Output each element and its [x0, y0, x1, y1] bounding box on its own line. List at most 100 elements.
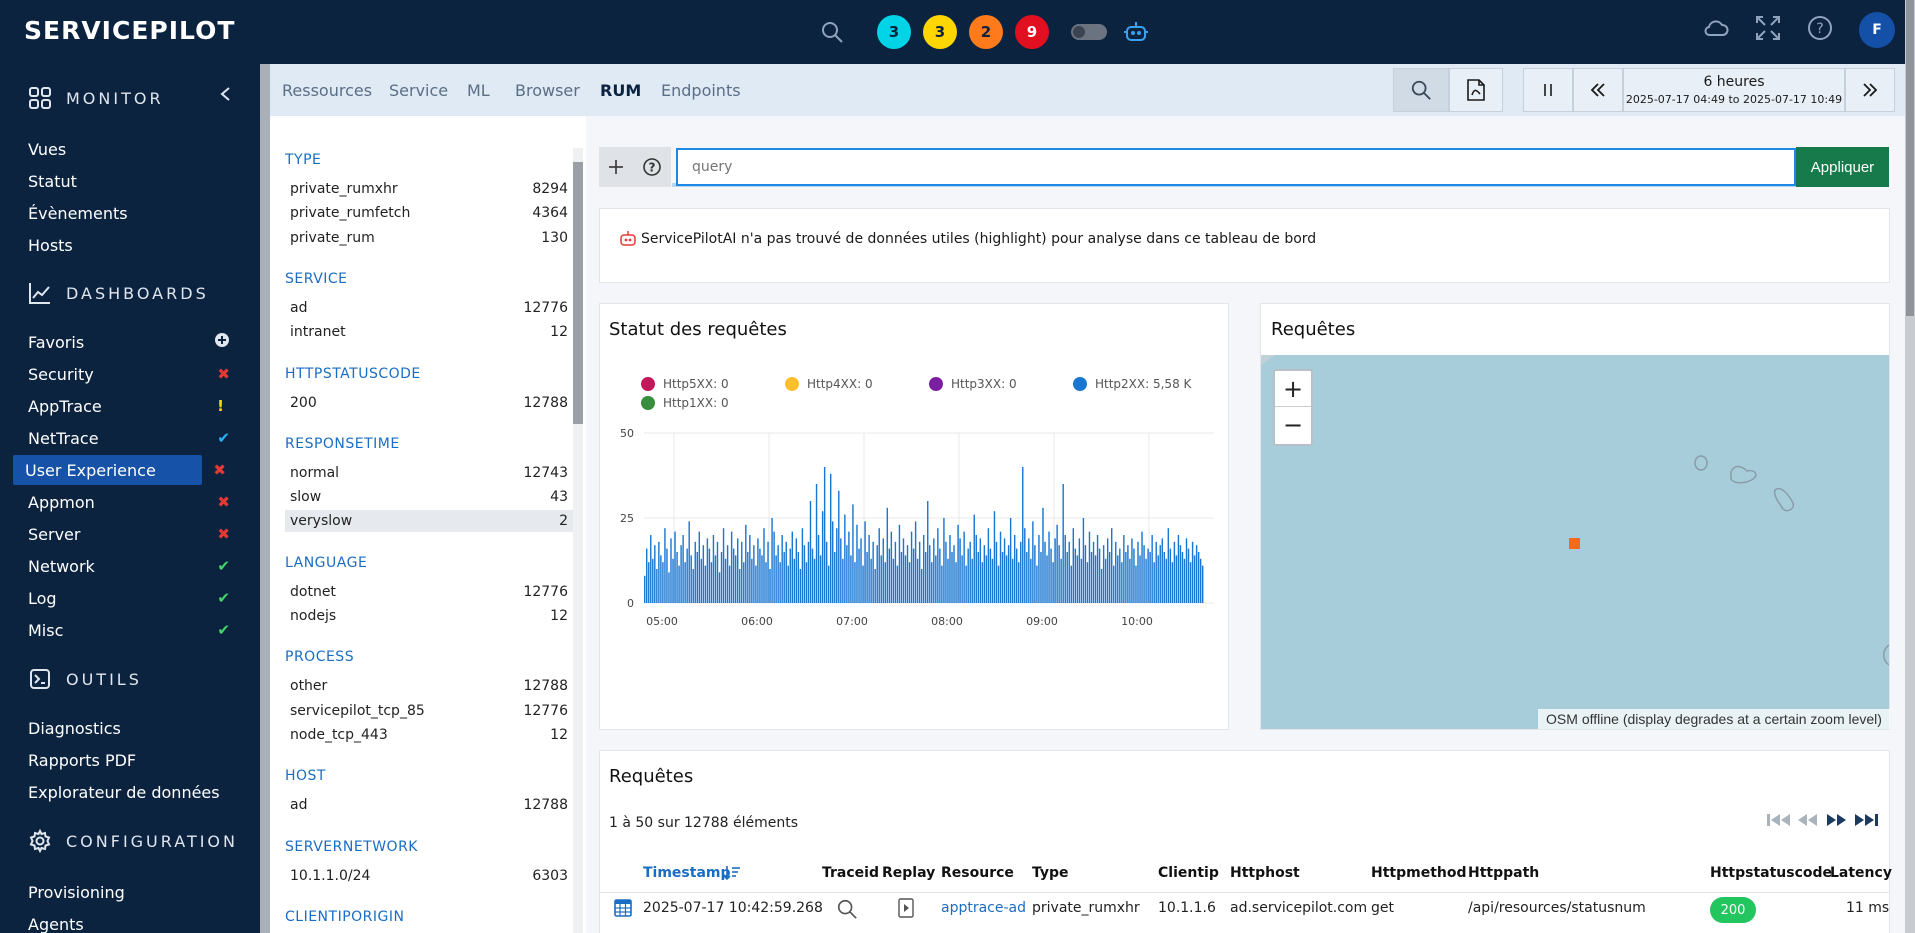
chart-bar[interactable]	[927, 501, 929, 603]
chart-bar[interactable]	[829, 473, 832, 603]
chart-bar[interactable]	[1100, 569, 1103, 603]
chart-bar[interactable]	[981, 562, 984, 603]
chart-bar[interactable]	[1193, 555, 1196, 603]
chart-bar[interactable]	[684, 562, 686, 603]
filter-item[interactable]: intranet 12	[285, 321, 573, 343]
chart-bar[interactable]	[866, 552, 868, 603]
search-icon[interactable]	[836, 898, 858, 920]
chart-bar[interactable]	[680, 545, 682, 603]
chart-bar[interactable]	[1149, 552, 1151, 603]
chart-bar[interactable]	[827, 565, 830, 603]
chart-bar[interactable]	[1153, 562, 1155, 603]
chart-bar[interactable]	[803, 545, 806, 603]
chart-bar[interactable]	[809, 501, 812, 603]
chart-bar[interactable]	[838, 490, 840, 603]
chart-bar[interactable]	[686, 548, 688, 603]
chart-bar[interactable]	[1104, 558, 1107, 603]
chart-bar[interactable]	[730, 531, 733, 603]
chart-bar[interactable]	[1108, 552, 1111, 603]
chart-bar[interactable]	[751, 558, 753, 603]
chart-bar[interactable]	[894, 541, 897, 603]
sidebar-item-provisioning[interactable]: Provisioning	[28, 882, 125, 902]
cloud-icon[interactable]	[1703, 18, 1729, 42]
chart-bar[interactable]	[1092, 541, 1095, 603]
chart-bar[interactable]	[1191, 541, 1194, 603]
chart-bar[interactable]	[902, 538, 905, 603]
chart-bar[interactable]	[739, 569, 741, 603]
chart-bar[interactable]	[1068, 541, 1070, 603]
chart-bar[interactable]	[999, 531, 1002, 603]
chart-bar[interactable]	[668, 572, 670, 603]
chevron-left-icon[interactable]	[218, 86, 234, 102]
sidebar-item-apptrace[interactable]: AppTrace !	[28, 391, 228, 421]
chart-bar[interactable]	[864, 521, 866, 603]
chart-bar[interactable]	[1181, 552, 1184, 603]
chart-bar[interactable]	[1005, 555, 1008, 603]
pdf-export-button[interactable]	[1449, 68, 1503, 112]
chart-bar[interactable]	[1058, 545, 1060, 603]
chart-bar[interactable]	[706, 538, 709, 603]
chart-bar[interactable]	[718, 572, 721, 603]
chart-bar[interactable]	[805, 562, 808, 603]
chart-bar[interactable]	[1094, 555, 1097, 603]
sidebar-item-statut[interactable]: Statut	[28, 171, 77, 191]
chart-bar[interactable]	[868, 535, 870, 603]
chart-bar[interactable]	[1080, 558, 1083, 603]
chart-bar[interactable]	[989, 548, 992, 603]
next-page-icon[interactable]	[1824, 812, 1850, 828]
chart-bar[interactable]	[688, 521, 690, 603]
chart-bar[interactable]	[876, 545, 878, 603]
column-clientip[interactable]: Clientip	[1158, 865, 1219, 881]
chart-bar[interactable]	[777, 545, 779, 603]
badge-yellow[interactable]: 3	[923, 15, 957, 49]
zoom-out-button[interactable]: −	[1282, 411, 1304, 439]
chart-bar[interactable]	[963, 531, 965, 603]
legend-http5xx[interactable]: Http5XX: 0	[641, 377, 729, 391]
chart-bar[interactable]	[1018, 562, 1020, 603]
chart-bar[interactable]	[694, 541, 696, 603]
chart-bar[interactable]	[710, 562, 713, 603]
chart-bar[interactable]	[1096, 535, 1099, 603]
column-httpstatuscode[interactable]: Httpstatuscode	[1710, 865, 1833, 881]
filter-item[interactable]: ad 12776	[285, 297, 573, 319]
chart-bar[interactable]	[1040, 552, 1042, 603]
chart-bar[interactable]	[775, 555, 777, 603]
filter-item[interactable]: private_rum 130	[285, 227, 573, 249]
chart-bar[interactable]	[676, 552, 678, 603]
chart-bar[interactable]	[821, 511, 824, 603]
chart-bar[interactable]	[908, 562, 911, 603]
chart-bar[interactable]	[813, 558, 816, 603]
chart-bar[interactable]	[666, 548, 668, 603]
chart-bar[interactable]	[749, 535, 751, 603]
chart-bar[interactable]	[763, 528, 765, 603]
chart-bar[interactable]	[965, 565, 967, 603]
chart-bar[interactable]	[860, 538, 862, 603]
chart-bar[interactable]	[904, 555, 907, 603]
help-icon[interactable]: ?	[1807, 15, 1833, 45]
column-httphost[interactable]: Httphost	[1230, 865, 1300, 881]
chart-bar[interactable]	[947, 558, 949, 603]
chart-bar[interactable]	[1159, 545, 1161, 603]
chart-bar[interactable]	[955, 562, 957, 603]
chart-bar[interactable]	[690, 555, 692, 603]
search-icon[interactable]	[815, 15, 849, 49]
chart-bar[interactable]	[1169, 548, 1172, 603]
sidebar-item-vues[interactable]: Vues	[28, 139, 67, 159]
legend-http3xx[interactable]: Http3XX: 0	[929, 377, 1017, 391]
filter-item[interactable]: veryslow 2	[285, 510, 573, 533]
chart-bar[interactable]	[700, 558, 703, 603]
badge-red[interactable]: 9	[1015, 15, 1049, 49]
chart-bar[interactable]	[1183, 558, 1186, 603]
chart-bar[interactable]	[773, 531, 775, 603]
chart-bar[interactable]	[652, 558, 654, 603]
chart-bar[interactable]	[1141, 531, 1143, 603]
chart-bar[interactable]	[1074, 548, 1077, 603]
chart-bar[interactable]	[854, 562, 856, 603]
chart-bar[interactable]	[747, 552, 749, 603]
chart-bar[interactable]	[692, 569, 694, 603]
chart-bar[interactable]	[886, 507, 889, 603]
chart-bar[interactable]	[1026, 552, 1028, 603]
chart-bar[interactable]	[1197, 552, 1200, 603]
chart-bar[interactable]	[1032, 521, 1034, 603]
chart-bar[interactable]	[761, 555, 763, 603]
